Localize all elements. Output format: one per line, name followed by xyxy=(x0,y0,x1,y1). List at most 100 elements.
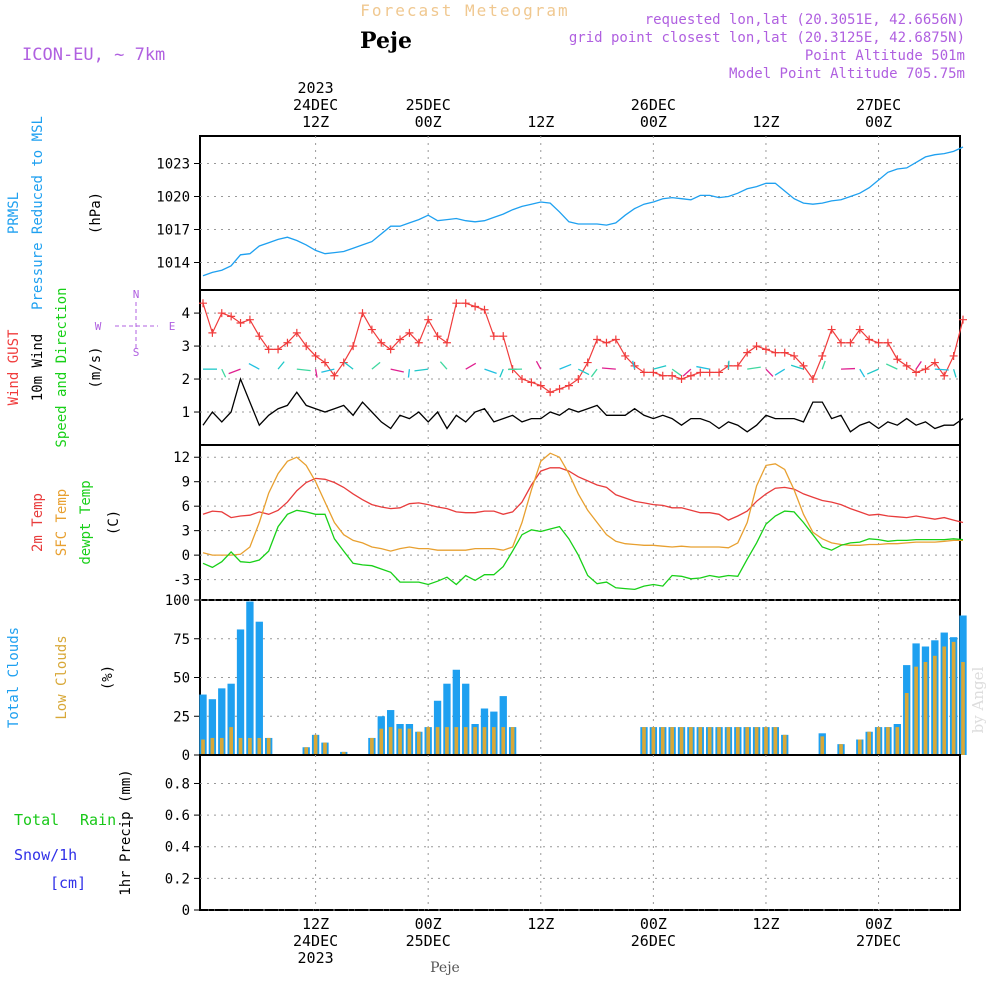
axis-label: Wind GUST xyxy=(6,329,22,405)
low-cloud-bar xyxy=(445,727,449,755)
y-tick-label: 1020 xyxy=(156,190,190,206)
wind-direction-arrow xyxy=(886,363,898,370)
gust-marker xyxy=(527,378,536,387)
axis-label: (m/s) xyxy=(88,346,104,388)
axis-label: (C) xyxy=(106,510,122,535)
total-cloud-bar xyxy=(246,601,254,755)
time-label: 00Z xyxy=(415,113,442,131)
low-cloud-bar xyxy=(961,662,965,755)
time-label: 2023 xyxy=(298,949,334,967)
gust-marker xyxy=(330,371,339,380)
time-label: 25DEC xyxy=(406,96,451,114)
axis-label: Speed and Direction xyxy=(54,287,70,447)
wind-direction-arrow xyxy=(774,368,786,376)
gust-marker xyxy=(846,338,855,347)
gust-marker xyxy=(649,368,658,377)
wind-direction-arrow xyxy=(859,368,866,378)
wind-direction-arrow xyxy=(321,368,335,373)
model-point-altitude: Model Point Altitude 705.75m xyxy=(729,66,965,82)
low-cloud-bar xyxy=(510,727,515,755)
wind-direction-arrow xyxy=(915,360,922,370)
y-tick-label: 1 xyxy=(182,405,190,421)
low-cloud-bar xyxy=(210,737,215,755)
gust-marker xyxy=(583,358,592,367)
panel-0: 1014 1017 1020 1023 PRMSL Pressure Reduced to… xyxy=(6,116,964,310)
cm-label: [cm] xyxy=(50,874,86,892)
gust-line xyxy=(202,302,964,393)
axis-label: Total Clouds xyxy=(6,627,22,728)
axis-label: Pressure Reduced to MSL xyxy=(30,116,46,310)
y-tick-label: 75 xyxy=(173,632,190,648)
low-cloud-bar xyxy=(341,751,346,755)
axis-label: 1hr Precip (mm) xyxy=(118,769,134,895)
time-label: 2023 xyxy=(298,79,334,97)
time-label: 27DEC xyxy=(856,96,901,114)
low-cloud-bar xyxy=(266,737,271,755)
gust-marker xyxy=(536,381,545,390)
low-cloud-bar xyxy=(951,641,956,755)
watermark: by Angel xyxy=(969,666,987,733)
total-cloud-bar xyxy=(227,683,235,755)
total-cloud-bar xyxy=(255,621,263,755)
wind-direction-arrow xyxy=(314,369,318,378)
gust-marker xyxy=(893,355,902,364)
model-label: ICON-EU, ~ 7km xyxy=(22,45,165,65)
compass-east: E xyxy=(169,320,176,333)
gust-marker xyxy=(705,368,714,377)
total-cloud-bar xyxy=(236,629,245,755)
y-tick-label: 0.6 xyxy=(165,808,190,824)
time-label: 25DEC xyxy=(406,932,451,950)
wind-direction-arrow xyxy=(653,365,667,370)
gust-marker xyxy=(677,375,686,384)
y-tick-label: 6 xyxy=(182,499,190,515)
low-cloud-bar xyxy=(839,744,843,755)
gust-marker xyxy=(959,315,967,324)
sfc-temp-line xyxy=(202,452,963,556)
low-cloud-bar xyxy=(764,727,768,755)
y-tick-label: 50 xyxy=(173,671,190,687)
compass-north: N xyxy=(133,288,140,301)
gust-marker xyxy=(912,368,921,377)
gust-marker xyxy=(602,338,611,347)
gust-marker xyxy=(283,338,292,347)
low-cloud-bar xyxy=(651,727,656,755)
low-cloud-bar xyxy=(895,727,900,755)
time-label: 12Z xyxy=(752,915,779,933)
wind-direction-arrow xyxy=(535,360,542,370)
wind-direction-arrow xyxy=(682,368,692,377)
gust-marker xyxy=(949,351,958,360)
low-cloud-bar xyxy=(388,727,393,755)
wind-direction-arrow xyxy=(765,368,774,377)
axis-label: 10m Wind xyxy=(30,334,46,401)
chart-title: Forecast Meteogram xyxy=(360,1,569,20)
y-tick-label: 3 xyxy=(182,524,190,540)
y-tick-label: 0.8 xyxy=(165,776,190,792)
gust-marker xyxy=(546,388,555,397)
low-cloud-bar xyxy=(820,736,825,755)
low-cloud-bar xyxy=(679,727,684,755)
axis-label: (%) xyxy=(100,665,116,690)
gust-marker xyxy=(940,371,949,380)
axis-label: Low Clouds xyxy=(54,635,70,719)
y-tick-label: 4 xyxy=(182,306,190,322)
y-tick-label: 2 xyxy=(182,372,190,388)
low-cloud-bar xyxy=(248,737,252,755)
low-cloud-bar xyxy=(698,727,703,755)
gust-marker xyxy=(424,315,433,324)
gust-marker xyxy=(255,332,264,341)
low-cloud-bar xyxy=(914,666,918,755)
low-cloud-bar xyxy=(642,727,646,755)
gust-marker xyxy=(715,368,724,377)
y-tick-label: 0.2 xyxy=(165,871,190,887)
wind-direction-arrow xyxy=(484,368,497,374)
time-label: 12Z xyxy=(527,915,554,933)
low-cloud-bar xyxy=(426,727,431,755)
gust-marker xyxy=(743,348,752,357)
low-cloud-bar xyxy=(867,731,872,755)
panel-frame xyxy=(199,135,961,291)
gust-marker xyxy=(761,345,770,354)
total-cloud-bar xyxy=(499,696,507,755)
total-cloud-bar xyxy=(218,688,226,755)
low-cloud-bar xyxy=(726,727,731,755)
y-tick-label: -3 xyxy=(173,573,190,589)
